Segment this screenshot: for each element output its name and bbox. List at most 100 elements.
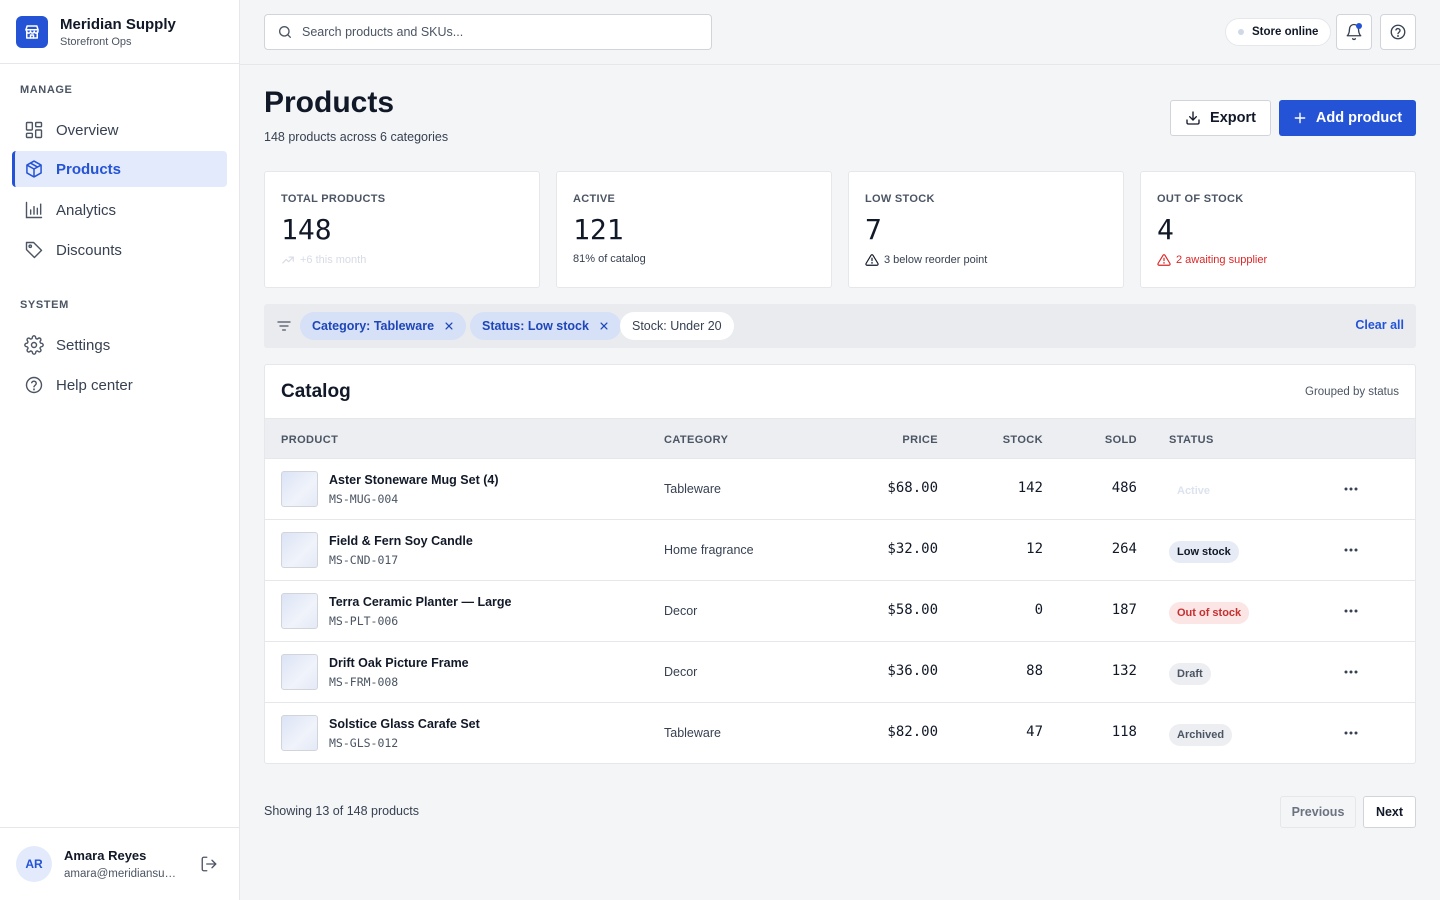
- product-sku: MS-FRM-008: [329, 675, 399, 689]
- logout-icon[interactable]: [200, 855, 218, 873]
- column-header-stock[interactable]: STOCK: [1002, 434, 1043, 446]
- topbar: Store online: [240, 0, 1440, 65]
- filter-chip-label: Stock: Under 20: [632, 319, 722, 333]
- sidebar-item-analytics[interactable]: Analytics: [12, 192, 227, 228]
- column-header-price[interactable]: PRICE: [902, 434, 938, 446]
- search-input[interactable]: [302, 25, 682, 39]
- column-header-product[interactable]: PRODUCT: [281, 434, 339, 446]
- product-stock: 0: [1034, 602, 1043, 618]
- table-row[interactable]: Terra Ceramic Planter — Large MS-PLT-006…: [265, 581, 1415, 642]
- product-sold: 264: [1111, 541, 1137, 557]
- product-name[interactable]: Terra Ceramic Planter — Large: [329, 595, 512, 609]
- previous-page-button[interactable]: Previous: [1280, 796, 1356, 828]
- product-sku: MS-PLT-006: [329, 614, 399, 628]
- avatar: AR: [16, 846, 52, 882]
- table-row[interactable]: Field & Fern Soy Candle MS-CND-017 Home …: [265, 520, 1415, 581]
- stat-note: 2 awaiting supplier: [1157, 253, 1399, 267]
- sidebar-item-label: Help center: [56, 376, 133, 394]
- sidebar-item-label: Overview: [56, 121, 119, 139]
- product-price: $32.00: [887, 541, 938, 557]
- product-name[interactable]: Field & Fern Soy Candle: [329, 534, 473, 548]
- next-page-button[interactable]: Next: [1363, 796, 1416, 828]
- stat-label: TOTAL PRODUCTS: [281, 193, 386, 205]
- trend-up-icon: [282, 256, 294, 264]
- export-label: Export: [1210, 110, 1256, 126]
- more-actions-icon[interactable]: [1343, 480, 1359, 498]
- tag-icon: [25, 241, 43, 259]
- product-stock: 12: [1026, 541, 1043, 557]
- filter-icon[interactable]: [276, 318, 292, 334]
- filter-chip-label: Category: Tableware: [312, 319, 435, 333]
- filter-bar: Category: Tableware Status: Low stock St…: [264, 304, 1416, 348]
- stat-note-text: 2 awaiting supplier: [1176, 254, 1268, 266]
- sidebar-item-overview[interactable]: Overview: [12, 112, 227, 148]
- product-name[interactable]: Drift Oak Picture Frame: [329, 656, 469, 670]
- sidebar: Meridian Supply Storefront Ops MANAGE Ov…: [0, 0, 240, 900]
- stat-value: 148: [281, 213, 332, 246]
- product-name[interactable]: Solstice Glass Carafe Set: [329, 717, 480, 731]
- catalog-title: Catalog: [281, 381, 351, 402]
- more-actions-icon[interactable]: [1343, 663, 1359, 681]
- product-category: Decor: [664, 665, 698, 679]
- search-box[interactable]: [264, 14, 712, 50]
- product-thumbnail: [281, 593, 318, 629]
- filter-chip-status[interactable]: Status: Low stock: [470, 312, 621, 340]
- product-sold: 132: [1111, 663, 1137, 679]
- column-header-category[interactable]: CATEGORY: [664, 434, 729, 446]
- stat-card-out-of-stock: OUT OF STOCK 4 2 awaiting supplier: [1140, 171, 1416, 288]
- sidebar-item-help-center[interactable]: Help center: [12, 367, 227, 403]
- help-circle-icon: [25, 376, 43, 394]
- product-sold: 486: [1111, 480, 1137, 496]
- product-stock: 88: [1026, 663, 1043, 679]
- sidebar-item-products[interactable]: Products: [12, 151, 227, 187]
- catalog-header: Catalog Grouped by status: [265, 365, 1415, 419]
- table-row[interactable]: Drift Oak Picture Frame MS-FRM-008 Decor…: [265, 642, 1415, 703]
- add-product-button[interactable]: Add product: [1279, 100, 1416, 136]
- more-actions-icon[interactable]: [1343, 724, 1359, 742]
- filter-chip-stock[interactable]: Stock: Under 20: [620, 312, 734, 340]
- product-name[interactable]: Aster Stoneware Mug Set (4): [329, 473, 499, 487]
- table-row[interactable]: Solstice Glass Carafe Set MS-GLS-012 Tab…: [265, 703, 1415, 763]
- product-stock: 142: [1017, 480, 1043, 496]
- sidebar-item-label: Products: [56, 160, 122, 178]
- help-button[interactable]: [1380, 14, 1416, 50]
- catalog-table: Catalog Grouped by status PRODUCT CATEGO…: [264, 364, 1416, 764]
- product-price: $68.00: [887, 480, 938, 496]
- product-stock: 47: [1026, 724, 1043, 740]
- sidebar-item-discounts[interactable]: Discounts: [12, 232, 227, 268]
- table-row[interactable]: Aster Stoneware Mug Set (4) MS-MUG-004 T…: [265, 459, 1415, 520]
- bar-chart-icon: [25, 201, 43, 219]
- filter-chip-category[interactable]: Category: Tableware: [300, 312, 467, 340]
- clear-all-filters-link[interactable]: Clear all: [1355, 318, 1404, 332]
- download-icon: [1186, 111, 1200, 125]
- brand: Meridian Supply Storefront Ops: [0, 0, 239, 64]
- export-button[interactable]: Export: [1170, 100, 1271, 136]
- status-badge: Archived: [1169, 724, 1233, 746]
- column-header-status[interactable]: STATUS: [1169, 434, 1214, 446]
- status-badge: Out of stock: [1169, 602, 1250, 624]
- more-actions-icon[interactable]: [1343, 541, 1359, 559]
- notifications-button[interactable]: [1336, 14, 1372, 50]
- product-sku: MS-MUG-004: [329, 492, 399, 506]
- column-header-sold[interactable]: SOLD: [1104, 434, 1137, 446]
- search-icon: [279, 26, 291, 38]
- sidebar-item-settings[interactable]: Settings: [12, 327, 227, 363]
- user-profile: AR Amara Reyes amara@meridiansupply.com: [0, 827, 240, 900]
- product-thumbnail: [281, 715, 318, 751]
- help-circle-icon: [1390, 24, 1406, 40]
- box-icon: [26, 160, 42, 178]
- store-status-label: Store online: [1252, 26, 1319, 38]
- product-price: $36.00: [887, 663, 938, 679]
- nav-section-system: SYSTEM: [20, 299, 69, 311]
- stat-note: 3 below reorder point: [865, 253, 1107, 267]
- product-thumbnail: [281, 532, 318, 568]
- notification-dot: [1356, 23, 1362, 29]
- warning-icon: [1157, 254, 1171, 266]
- close-icon[interactable]: [599, 321, 609, 331]
- product-sold: 118: [1111, 724, 1137, 740]
- stat-note-text: 81% of catalog: [573, 253, 646, 265]
- close-icon[interactable]: [444, 321, 454, 331]
- more-actions-icon[interactable]: [1343, 602, 1359, 620]
- stat-label: ACTIVE: [573, 193, 616, 205]
- store-status-badge[interactable]: Store online: [1225, 18, 1332, 46]
